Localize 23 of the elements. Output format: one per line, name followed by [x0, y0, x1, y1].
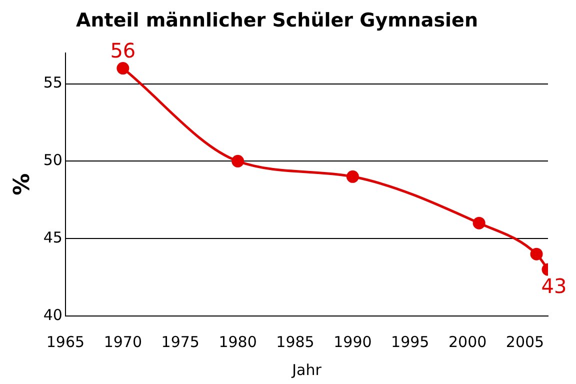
data-label: 43 [541, 274, 567, 298]
y-tick-label: 55 [43, 74, 62, 92]
y-tick-label: 40 [43, 306, 62, 324]
x-axis-title: Jahr [291, 360, 322, 379]
x-tick-label: 1990 [334, 332, 372, 351]
x-tick-label: 1985 [276, 332, 314, 351]
point [346, 170, 359, 183]
point [472, 216, 486, 230]
chart-title: Anteil männlicher Schüler Gymnasien [76, 9, 478, 32]
point [116, 62, 130, 75]
x-tick-label: 1970 [104, 332, 142, 351]
point [232, 154, 244, 168]
x-tick-label: 1995 [391, 332, 430, 351]
y-tick-label: 50 [43, 151, 62, 170]
data-label: 56 [110, 38, 136, 62]
x-tick-label: 1975 [161, 332, 200, 351]
x-tick-label: 2000 [448, 332, 487, 351]
x-tick-label: 1965 [46, 332, 85, 351]
x-tick-label: 2005 [506, 332, 544, 351]
point [530, 248, 543, 260]
x-tick-label: 1980 [218, 332, 257, 351]
y-axis-title: % [10, 173, 35, 196]
y-tick-label: 45 [43, 228, 62, 246]
